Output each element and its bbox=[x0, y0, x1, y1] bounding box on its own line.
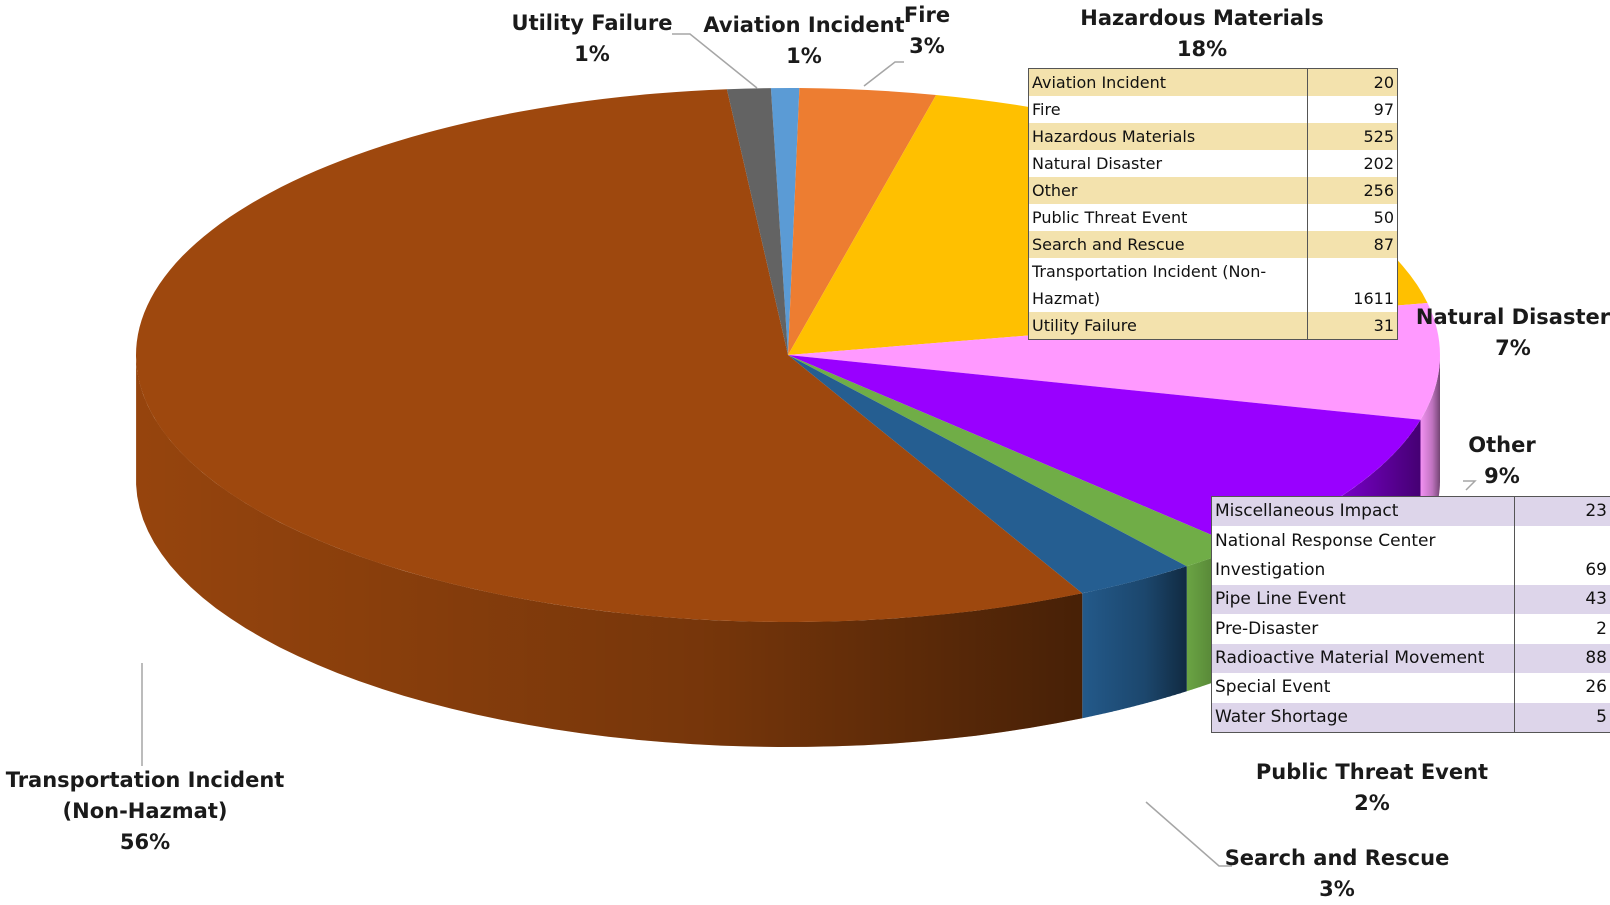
table-cell-value: 20 bbox=[1308, 69, 1398, 97]
label-other-pct: 9% bbox=[1468, 461, 1535, 492]
label-hazmat-name: Hazardous Materials bbox=[1080, 3, 1324, 34]
table-cell-value: 5 bbox=[1515, 703, 1610, 733]
label-other: Other 9% bbox=[1468, 430, 1535, 492]
table-cell-name: Special Event bbox=[1212, 673, 1515, 702]
table-cell-value: 50 bbox=[1308, 204, 1398, 231]
table-cell-value: 88 bbox=[1515, 644, 1610, 673]
table-cell-name: Pipe Line Event bbox=[1212, 585, 1515, 614]
label-fire-pct: 3% bbox=[904, 31, 950, 62]
label-public-threat: Public Threat Event 2% bbox=[1256, 757, 1488, 819]
table-cell-name: National Response Center Investigation bbox=[1212, 526, 1515, 585]
label-hazmat-pct: 18% bbox=[1080, 34, 1324, 65]
label-aviation-name: Aviation Incident bbox=[703, 10, 904, 41]
table-cell-name: Hazardous Materials bbox=[1029, 123, 1308, 150]
table-cell-value: 202 bbox=[1308, 150, 1398, 177]
label-search-rescue-pct: 3% bbox=[1225, 874, 1450, 905]
leader-search-rescue bbox=[1146, 802, 1232, 866]
table-cell-name: Water Shortage bbox=[1212, 703, 1515, 733]
table-cell-value: 87 bbox=[1308, 231, 1398, 258]
table-cell-name: Miscellaneous Impact bbox=[1212, 497, 1515, 527]
label-search-rescue-name: Search and Rescue bbox=[1225, 843, 1450, 874]
table-cell-value: 97 bbox=[1308, 96, 1398, 123]
table-cell-name: Utility Failure bbox=[1029, 312, 1308, 340]
table-cell-name: Public Threat Event bbox=[1029, 204, 1308, 231]
table-cell-value: 525 bbox=[1308, 123, 1398, 150]
table-cell-value: 256 bbox=[1308, 177, 1398, 204]
label-fire-name: Fire bbox=[904, 0, 950, 31]
table-cell-name: Other bbox=[1029, 177, 1308, 204]
table-cell-name: Search and Rescue bbox=[1029, 231, 1308, 258]
table-cell-value: 23 bbox=[1515, 497, 1610, 527]
table-cell-name: Fire bbox=[1029, 96, 1308, 123]
table-row: Transportation Incident (Non-Hazmat)1611 bbox=[1029, 258, 1398, 312]
label-hazmat: Hazardous Materials 18% bbox=[1080, 3, 1324, 65]
label-aviation: Aviation Incident 1% bbox=[703, 10, 904, 72]
table-cell-name: Pre-Disaster bbox=[1212, 614, 1515, 643]
label-transport-pct: 56% bbox=[6, 827, 285, 858]
label-transport: Transportation Incident (Non-Hazmat) 56% bbox=[6, 765, 285, 858]
label-other-name: Other bbox=[1468, 430, 1535, 461]
label-utility-failure-pct: 1% bbox=[512, 39, 673, 70]
table-cell-value: 26 bbox=[1515, 673, 1610, 702]
table-cell-name: Transportation Incident (Non-Hazmat) bbox=[1029, 258, 1308, 312]
table-cell-name: Natural Disaster bbox=[1029, 150, 1308, 177]
label-public-threat-pct: 2% bbox=[1256, 788, 1488, 819]
table-cell-name: Aviation Incident bbox=[1029, 69, 1308, 97]
table-cell-name: Radioactive Material Movement bbox=[1212, 644, 1515, 673]
table-cell-value: 69 bbox=[1515, 526, 1610, 585]
table-cell-value: 1611 bbox=[1308, 258, 1398, 312]
label-natural-disaster-name: Natural Disaster bbox=[1416, 302, 1610, 333]
label-fire: Fire 3% bbox=[904, 0, 950, 62]
label-transport-name: Transportation Incident bbox=[6, 765, 285, 796]
label-natural-disaster: Natural Disaster 7% bbox=[1416, 302, 1610, 364]
table-cell-value: 31 bbox=[1308, 312, 1398, 340]
table-cell-value: 43 bbox=[1515, 585, 1610, 614]
label-public-threat-name: Public Threat Event bbox=[1256, 757, 1488, 788]
label-utility-failure-name: Utility Failure bbox=[512, 8, 673, 39]
label-utility-failure: Utility Failure 1% bbox=[512, 8, 673, 70]
label-natural-disaster-pct: 7% bbox=[1416, 333, 1610, 364]
table-cell-value: 2 bbox=[1515, 614, 1610, 643]
label-search-rescue: Search and Rescue 3% bbox=[1225, 843, 1450, 905]
label-aviation-pct: 1% bbox=[703, 41, 904, 72]
label-transport-sub: (Non-Hazmat) bbox=[6, 796, 285, 827]
